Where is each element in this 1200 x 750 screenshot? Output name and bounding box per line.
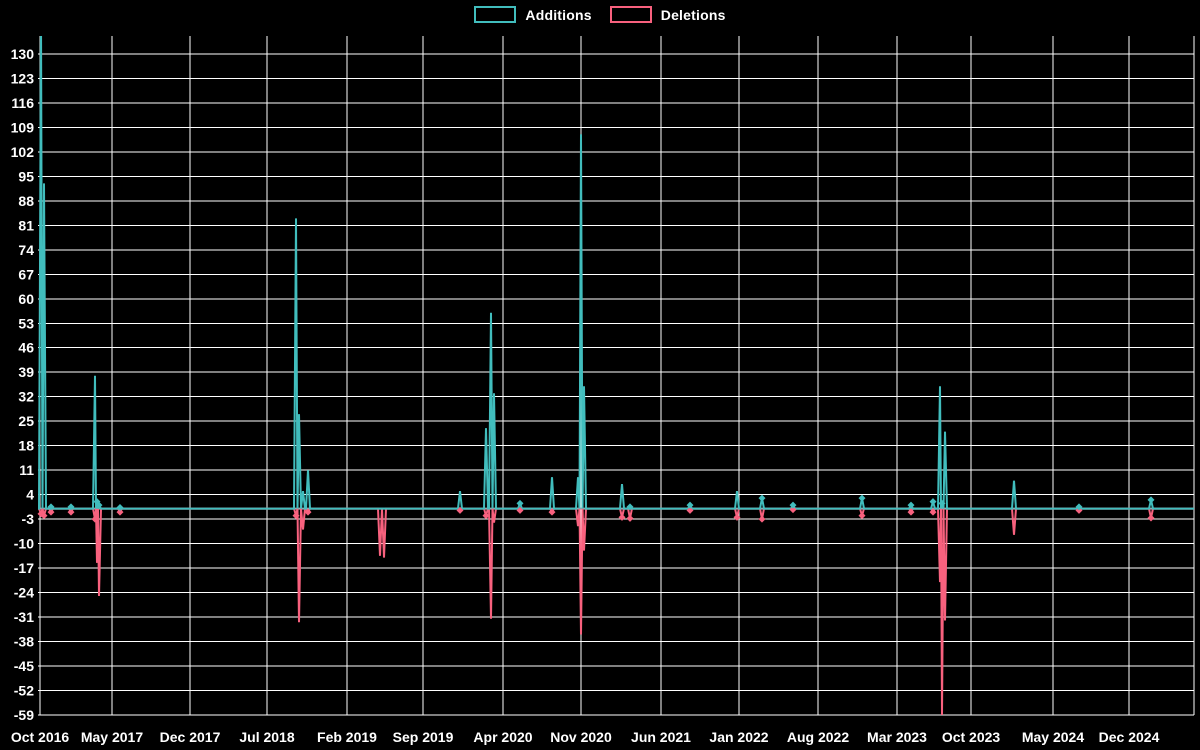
deletions-point-marker[interactable] xyxy=(686,506,694,514)
x-tick-label: Aug 2022 xyxy=(787,729,849,745)
grid-lines xyxy=(38,36,1195,716)
deletions-point-marker[interactable] xyxy=(1147,514,1155,522)
additions-point-marker[interactable] xyxy=(686,501,694,509)
x-tick-label: Apr 2020 xyxy=(473,729,532,745)
deletions-point-marker[interactable] xyxy=(516,506,524,514)
y-tick-label: 109 xyxy=(11,119,35,135)
additions-point-marker[interactable] xyxy=(1147,496,1155,504)
y-tick-label: 25 xyxy=(18,413,34,429)
y-tick-label: 95 xyxy=(18,168,34,184)
deletions-point-marker[interactable] xyxy=(91,515,99,523)
x-tick-label: Jul 2018 xyxy=(239,729,294,745)
additions-point-marker[interactable] xyxy=(67,503,75,511)
y-tick-label: -38 xyxy=(14,633,34,649)
y-tick-label: 130 xyxy=(11,46,35,62)
x-tick-label: Dec 2017 xyxy=(160,729,221,745)
additions-point-marker[interactable] xyxy=(929,498,937,506)
deletions-point-marker[interactable] xyxy=(929,508,937,516)
deletions-point-marker[interactable] xyxy=(858,512,866,520)
x-axis-labels: Oct 2016 May 2017 Dec 2017 Jul 2018 Feb 2019… xyxy=(11,729,1160,745)
additions-legend-label: Additions xyxy=(525,6,592,23)
y-tick-label: 123 xyxy=(11,70,35,86)
x-tick-label: May 2024 xyxy=(1022,729,1084,745)
y-tick-label: -17 xyxy=(14,560,34,576)
deletions-point-marker[interactable] xyxy=(67,508,75,516)
additions-point-marker[interactable] xyxy=(758,494,766,502)
y-tick-label: -59 xyxy=(14,707,34,723)
legend-item-deletions[interactable]: Deletions xyxy=(609,6,726,23)
deletions-point-marker[interactable] xyxy=(733,513,741,521)
y-tick-label: 53 xyxy=(18,315,34,331)
y-tick-label: -24 xyxy=(14,585,34,601)
deletions-point-marker[interactable] xyxy=(116,508,124,516)
additions-point-marker[interactable] xyxy=(47,503,55,511)
x-tick-label: Nov 2020 xyxy=(550,729,612,745)
y-tick-label: -31 xyxy=(14,609,34,625)
y-tick-label: 88 xyxy=(18,193,34,209)
legend-item-additions[interactable]: Additions xyxy=(474,6,592,23)
x-tick-label: Dec 2024 xyxy=(1099,729,1160,745)
y-tick-label: 74 xyxy=(18,242,34,258)
deletions-point-marker[interactable] xyxy=(292,512,300,520)
y-tick-label: -52 xyxy=(14,682,34,698)
additions-swatch-icon xyxy=(474,6,517,23)
x-tick-label: Jun 2021 xyxy=(631,729,691,745)
deletions-line[interactable] xyxy=(38,507,1194,715)
point-markers xyxy=(37,494,1155,523)
y-tick-label: -3 xyxy=(22,511,35,527)
additions-point-marker[interactable] xyxy=(95,501,103,509)
additions-point-marker[interactable] xyxy=(626,503,634,511)
deletions-point-marker[interactable] xyxy=(618,513,626,521)
deletions-point-marker[interactable] xyxy=(789,506,797,514)
deletions-legend-label: Deletions xyxy=(660,6,726,23)
y-tick-label: 18 xyxy=(18,438,34,454)
y-tick-label: 60 xyxy=(18,291,34,307)
additions-point-marker[interactable] xyxy=(516,499,524,507)
y-tick-label: 39 xyxy=(18,364,34,380)
y-tick-label: 11 xyxy=(19,462,34,478)
y-tick-label: -10 xyxy=(14,536,34,552)
x-tick-label: Oct 2023 xyxy=(942,729,1001,745)
additions-point-marker[interactable] xyxy=(938,499,946,507)
x-tick-label: Sep 2019 xyxy=(393,729,454,745)
x-tick-label: Feb 2019 xyxy=(317,729,377,745)
deletions-point-marker[interactable] xyxy=(626,514,634,522)
additions-point-marker[interactable] xyxy=(1075,503,1083,511)
y-tick-label: 81 xyxy=(18,217,34,233)
y-tick-label: 46 xyxy=(18,340,34,356)
deletions-point-marker[interactable] xyxy=(907,508,915,516)
x-tick-label: Oct 2016 xyxy=(11,729,70,745)
y-tick-label: 4 xyxy=(26,487,34,503)
deletions-point-marker[interactable] xyxy=(40,512,48,520)
additions-point-marker[interactable] xyxy=(907,501,915,509)
deletions-point-marker[interactable] xyxy=(758,515,766,523)
deletions-point-marker[interactable] xyxy=(456,506,464,514)
y-tick-label: 102 xyxy=(11,144,35,160)
additions-point-marker[interactable] xyxy=(858,494,866,502)
x-tick-label: Mar 2023 xyxy=(867,729,927,745)
additions-point-marker[interactable] xyxy=(789,501,797,509)
x-tick-label: Jan 2022 xyxy=(709,729,768,745)
deletions-point-marker[interactable] xyxy=(548,508,556,516)
chart-legend: Additions Deletions xyxy=(0,6,1200,23)
deletions-swatch-icon xyxy=(609,6,652,23)
y-axis-labels: 130 123 116 109 102 95 88 81 74 67 60 53 46 39 32 25 18 1… xyxy=(11,46,35,723)
deletions-point-marker[interactable] xyxy=(304,508,312,516)
y-tick-label: 67 xyxy=(18,266,34,282)
deletions-point-marker[interactable] xyxy=(47,508,55,516)
additions-point-marker[interactable] xyxy=(116,504,124,512)
y-tick-label: 32 xyxy=(18,389,34,405)
additions-line[interactable] xyxy=(38,19,1194,510)
x-tick-label: May 2017 xyxy=(81,729,143,745)
y-tick-label: -45 xyxy=(14,658,34,674)
y-tick-label: 116 xyxy=(11,95,34,111)
deletions-point-marker[interactable] xyxy=(482,512,490,520)
